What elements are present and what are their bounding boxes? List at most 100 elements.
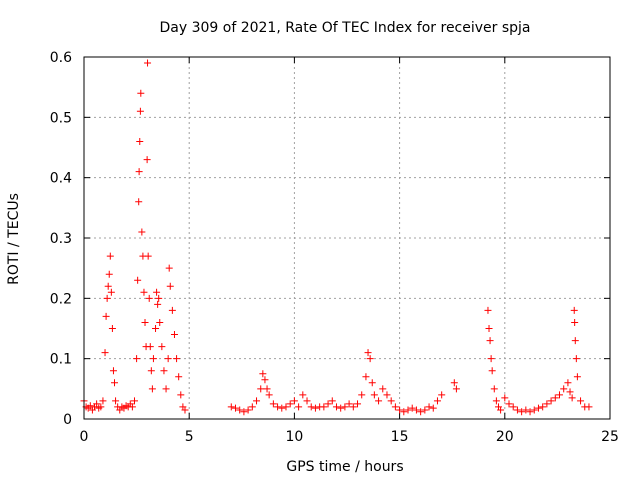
data-point bbox=[135, 168, 143, 176]
data-point bbox=[111, 379, 119, 387]
data-point bbox=[303, 397, 311, 405]
data-point bbox=[497, 406, 505, 414]
data-point bbox=[379, 385, 387, 393]
data-point bbox=[145, 294, 153, 302]
data-point bbox=[282, 403, 290, 411]
chart-title: Day 309 of 2021, Rate Of TEC Index for r… bbox=[159, 20, 530, 36]
data-point bbox=[400, 408, 408, 416]
data-point bbox=[259, 370, 267, 378]
data-point bbox=[155, 294, 163, 302]
y-tick-label: 0.4 bbox=[50, 171, 72, 187]
data-point bbox=[490, 385, 498, 393]
data-point bbox=[265, 391, 273, 399]
data-point bbox=[421, 406, 429, 414]
data-point bbox=[349, 403, 357, 411]
data-point bbox=[484, 306, 492, 314]
data-point bbox=[147, 367, 155, 375]
data-point bbox=[248, 403, 256, 411]
data-point bbox=[143, 156, 151, 164]
data-point bbox=[107, 288, 115, 296]
data-point bbox=[274, 403, 282, 411]
data-point bbox=[141, 318, 149, 326]
data-point bbox=[509, 403, 517, 411]
data-point bbox=[128, 403, 136, 411]
data-point bbox=[146, 343, 154, 351]
data-point bbox=[263, 385, 271, 393]
data-point bbox=[417, 408, 425, 416]
data-point bbox=[341, 403, 349, 411]
data-point bbox=[366, 355, 374, 363]
data-point bbox=[158, 343, 166, 351]
data-point bbox=[130, 397, 138, 405]
data-point bbox=[278, 404, 286, 412]
data-point bbox=[136, 107, 144, 115]
data-point bbox=[573, 373, 581, 381]
data-point bbox=[168, 306, 176, 314]
data-point bbox=[320, 403, 328, 411]
data-point bbox=[253, 397, 261, 405]
data-point bbox=[144, 252, 152, 260]
x-tick-label: 15 bbox=[391, 429, 409, 445]
data-point bbox=[154, 300, 162, 308]
data-point bbox=[429, 404, 437, 412]
data-point bbox=[104, 282, 112, 290]
data-point bbox=[138, 228, 146, 236]
data-point bbox=[358, 391, 366, 399]
x-tick-label: 10 bbox=[285, 429, 303, 445]
data-point bbox=[93, 400, 101, 408]
data-point bbox=[450, 379, 458, 387]
y-tick-label: 0.1 bbox=[50, 352, 72, 368]
data-point bbox=[103, 294, 111, 302]
data-point bbox=[570, 306, 578, 314]
data-point bbox=[311, 404, 319, 412]
data-point bbox=[257, 385, 265, 393]
data-point bbox=[412, 406, 420, 414]
data-point bbox=[164, 355, 172, 363]
data-point bbox=[144, 59, 152, 67]
y-tick-label: 0.5 bbox=[50, 110, 72, 126]
data-point bbox=[269, 400, 277, 408]
data-point bbox=[534, 404, 542, 412]
data-point bbox=[391, 403, 399, 411]
y-tick-label: 0.3 bbox=[50, 231, 72, 247]
data-point bbox=[396, 406, 404, 414]
data-point bbox=[152, 325, 160, 332]
data-point bbox=[571, 318, 579, 326]
data-point bbox=[166, 282, 174, 290]
data-point bbox=[518, 408, 526, 416]
data-point bbox=[244, 406, 252, 414]
data-point bbox=[539, 403, 547, 411]
data-point bbox=[354, 400, 362, 408]
data-point bbox=[585, 403, 593, 411]
data-point bbox=[568, 394, 576, 402]
data-point bbox=[526, 408, 534, 416]
data-point bbox=[99, 397, 107, 405]
data-point bbox=[137, 89, 145, 97]
data-point bbox=[236, 406, 244, 414]
data-point bbox=[112, 397, 120, 405]
data-point bbox=[551, 394, 559, 402]
data-point bbox=[286, 400, 294, 408]
data-point bbox=[375, 397, 383, 405]
data-point bbox=[227, 403, 235, 411]
data-point bbox=[149, 355, 157, 363]
y-axis-label: ROTI / TECUs bbox=[6, 193, 22, 285]
data-point bbox=[572, 355, 580, 363]
data-point bbox=[364, 349, 372, 357]
data-point bbox=[485, 325, 493, 332]
data-point bbox=[162, 385, 170, 393]
x-axis-label: GPS time / hours bbox=[286, 459, 403, 475]
data-point bbox=[332, 403, 340, 411]
data-point bbox=[299, 391, 307, 399]
data-point bbox=[148, 385, 156, 393]
data-point bbox=[156, 318, 164, 326]
grid bbox=[84, 57, 610, 419]
x-tick-label: 5 bbox=[185, 429, 194, 445]
data-point bbox=[136, 137, 144, 145]
data-point bbox=[501, 394, 509, 402]
data-point bbox=[97, 403, 105, 411]
data-point bbox=[505, 400, 513, 408]
axis-ticks: 0 5 10 15 20 25 0 0.1 0.2 0.3 0.4 0.5 0.6 bbox=[50, 50, 619, 445]
data-point bbox=[387, 397, 395, 405]
